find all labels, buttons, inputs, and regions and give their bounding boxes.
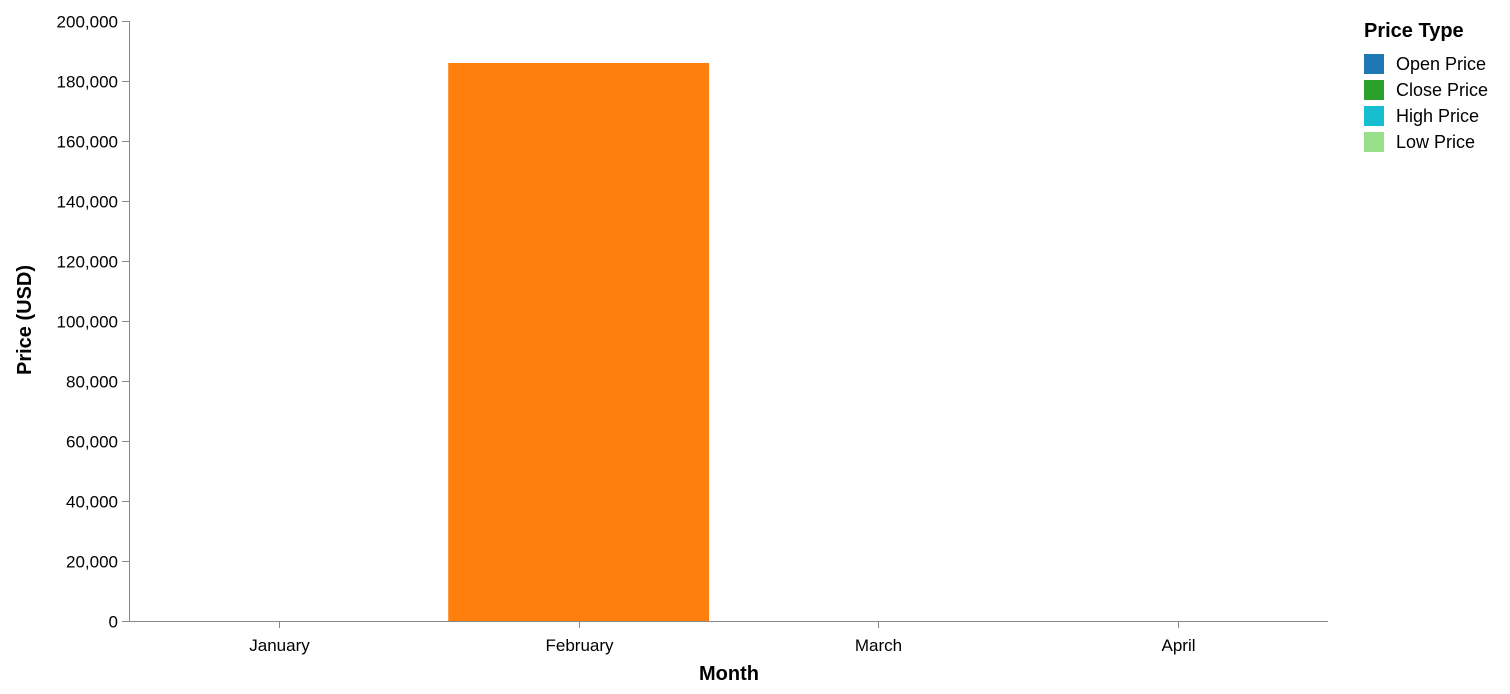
legend-item: Low Price bbox=[1364, 129, 1488, 155]
x-axis: January February March April bbox=[129, 621, 1328, 655]
bar-february bbox=[448, 63, 710, 621]
legend-swatch bbox=[1364, 54, 1384, 74]
y-tick-label: 60,000 bbox=[66, 433, 118, 452]
x-tick-label: March bbox=[855, 636, 902, 655]
legend-label: Low Price bbox=[1396, 131, 1476, 152]
y-tick-label: 120,000 bbox=[57, 253, 118, 272]
legend-title: Price Type bbox=[1364, 20, 1464, 42]
legend-item: Close Price bbox=[1364, 77, 1488, 103]
x-tick-label: April bbox=[1161, 636, 1195, 655]
legend: Price Type Open Price Close Price High Pri… bbox=[1364, 20, 1488, 155]
legend-swatch bbox=[1364, 80, 1384, 100]
legend-item: Open Price bbox=[1364, 51, 1488, 77]
y-tick-label: 20,000 bbox=[66, 553, 118, 572]
y-tick-label: 140,000 bbox=[57, 193, 118, 212]
y-axis: 0 20,000 40,000 60,000 80,000 100,000 120,000 1… bbox=[57, 13, 130, 632]
legend-label: Close Price bbox=[1396, 79, 1489, 100]
y-axis-title: Price (USD) bbox=[14, 265, 36, 375]
y-tick-label: 160,000 bbox=[57, 133, 118, 152]
y-tick-label: 180,000 bbox=[57, 73, 118, 92]
legend-item: High Price bbox=[1364, 103, 1488, 129]
x-tick-label: January bbox=[249, 636, 310, 655]
x-tick-label: February bbox=[545, 636, 614, 655]
y-tick-label: 80,000 bbox=[66, 373, 118, 392]
legend-label: High Price bbox=[1396, 105, 1480, 126]
legend-label: Open Price bbox=[1396, 53, 1487, 74]
y-tick-label: 200,000 bbox=[57, 13, 118, 32]
y-tick-label: 0 bbox=[109, 613, 118, 632]
legend-items: Open Price Close Price High Price Low Price bbox=[1364, 51, 1488, 155]
y-tick-label: 40,000 bbox=[66, 493, 118, 512]
legend-swatch bbox=[1364, 132, 1384, 152]
legend-swatch bbox=[1364, 106, 1384, 126]
bars-group bbox=[448, 63, 710, 621]
y-tick-label: 100,000 bbox=[57, 313, 118, 332]
x-axis-title: Month bbox=[699, 663, 759, 685]
